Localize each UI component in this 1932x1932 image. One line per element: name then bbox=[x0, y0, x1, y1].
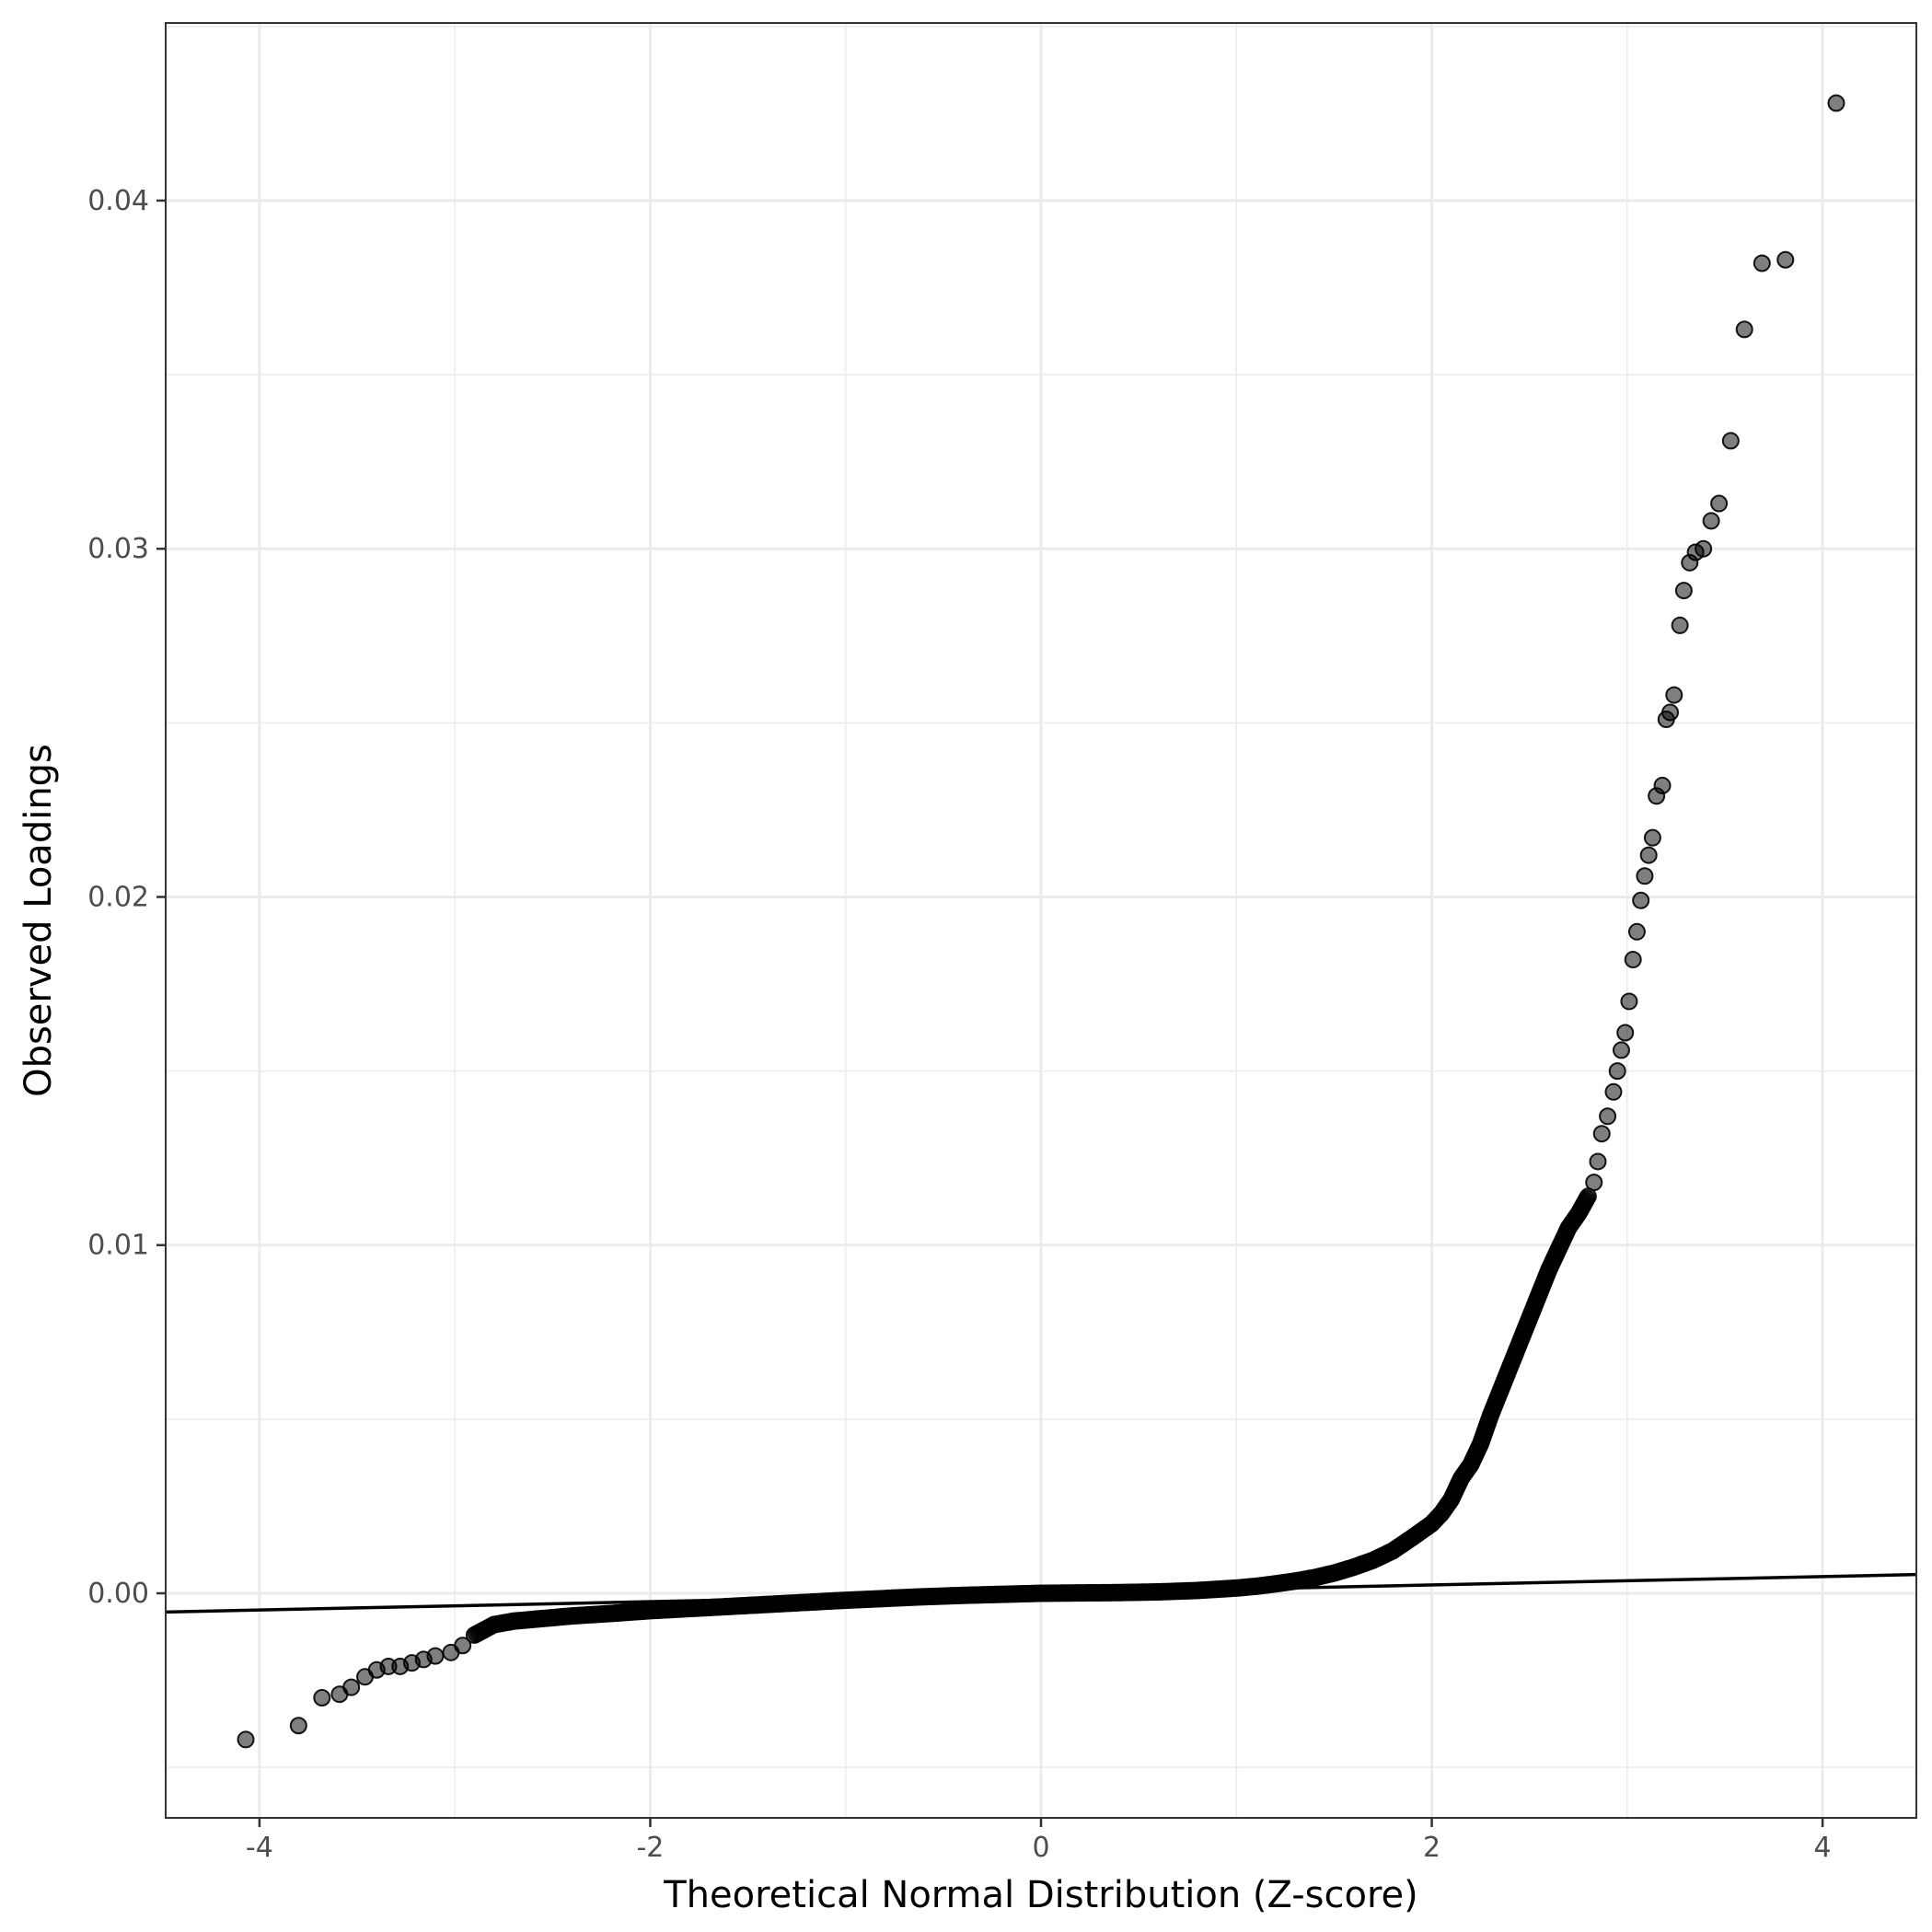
data-point bbox=[1585, 1174, 1603, 1192]
data-point bbox=[313, 1688, 331, 1706]
data-points bbox=[237, 94, 1845, 1749]
data-point bbox=[1608, 1062, 1626, 1081]
x-tick-label: 0 bbox=[1032, 1832, 1049, 1864]
data-point bbox=[1665, 686, 1683, 704]
data-point bbox=[289, 1717, 307, 1735]
data-point bbox=[1710, 494, 1729, 513]
y-axis-ticks: 0.00 0.01 0.02 0.03 0.04 bbox=[87, 185, 166, 1610]
data-point bbox=[237, 1730, 255, 1749]
data-point bbox=[1612, 1041, 1630, 1059]
data-point bbox=[1627, 922, 1646, 941]
data-point bbox=[1753, 254, 1771, 272]
x-tick-label: -4 bbox=[246, 1832, 273, 1864]
data-point bbox=[1661, 703, 1680, 722]
data-point bbox=[1653, 776, 1672, 794]
data-point bbox=[1827, 94, 1845, 112]
data-point bbox=[1702, 512, 1720, 530]
y-tick-label: 0.04 bbox=[87, 185, 149, 217]
data-point bbox=[342, 1678, 361, 1696]
data-point bbox=[1589, 1152, 1607, 1171]
x-tick-label: -2 bbox=[636, 1832, 664, 1864]
data-point bbox=[1624, 951, 1642, 969]
data-point bbox=[454, 1637, 472, 1655]
x-tick-label: 2 bbox=[1423, 1832, 1440, 1864]
y-tick-label: 0.00 bbox=[87, 1578, 149, 1610]
data-point bbox=[1721, 432, 1740, 450]
data-point bbox=[426, 1647, 445, 1665]
data-point bbox=[1636, 867, 1654, 885]
y-tick-label: 0.01 bbox=[87, 1230, 149, 1262]
data-point bbox=[1671, 616, 1689, 634]
x-tick-label: 4 bbox=[1814, 1832, 1832, 1864]
x-axis-ticks: -4 -2 0 2 4 bbox=[246, 1818, 1832, 1864]
data-point bbox=[1592, 1125, 1611, 1143]
data-point bbox=[1620, 992, 1638, 1011]
data-point bbox=[1643, 828, 1661, 847]
data-point bbox=[1599, 1107, 1617, 1126]
data-point bbox=[1616, 1024, 1635, 1042]
y-axis-title: Observed Loadings bbox=[17, 744, 60, 1097]
data-point bbox=[1632, 891, 1650, 909]
data-point bbox=[1604, 1082, 1623, 1101]
y-tick-label: 0.03 bbox=[87, 533, 149, 565]
data-point bbox=[1735, 320, 1753, 339]
x-axis-title: Theoretical Normal Distribution (Z-score… bbox=[663, 1874, 1418, 1916]
data-point bbox=[1674, 582, 1693, 600]
data-point bbox=[1639, 846, 1658, 864]
y-tick-label: 0.02 bbox=[87, 881, 149, 913]
data-point bbox=[1695, 539, 1713, 558]
data-point bbox=[1776, 250, 1795, 269]
